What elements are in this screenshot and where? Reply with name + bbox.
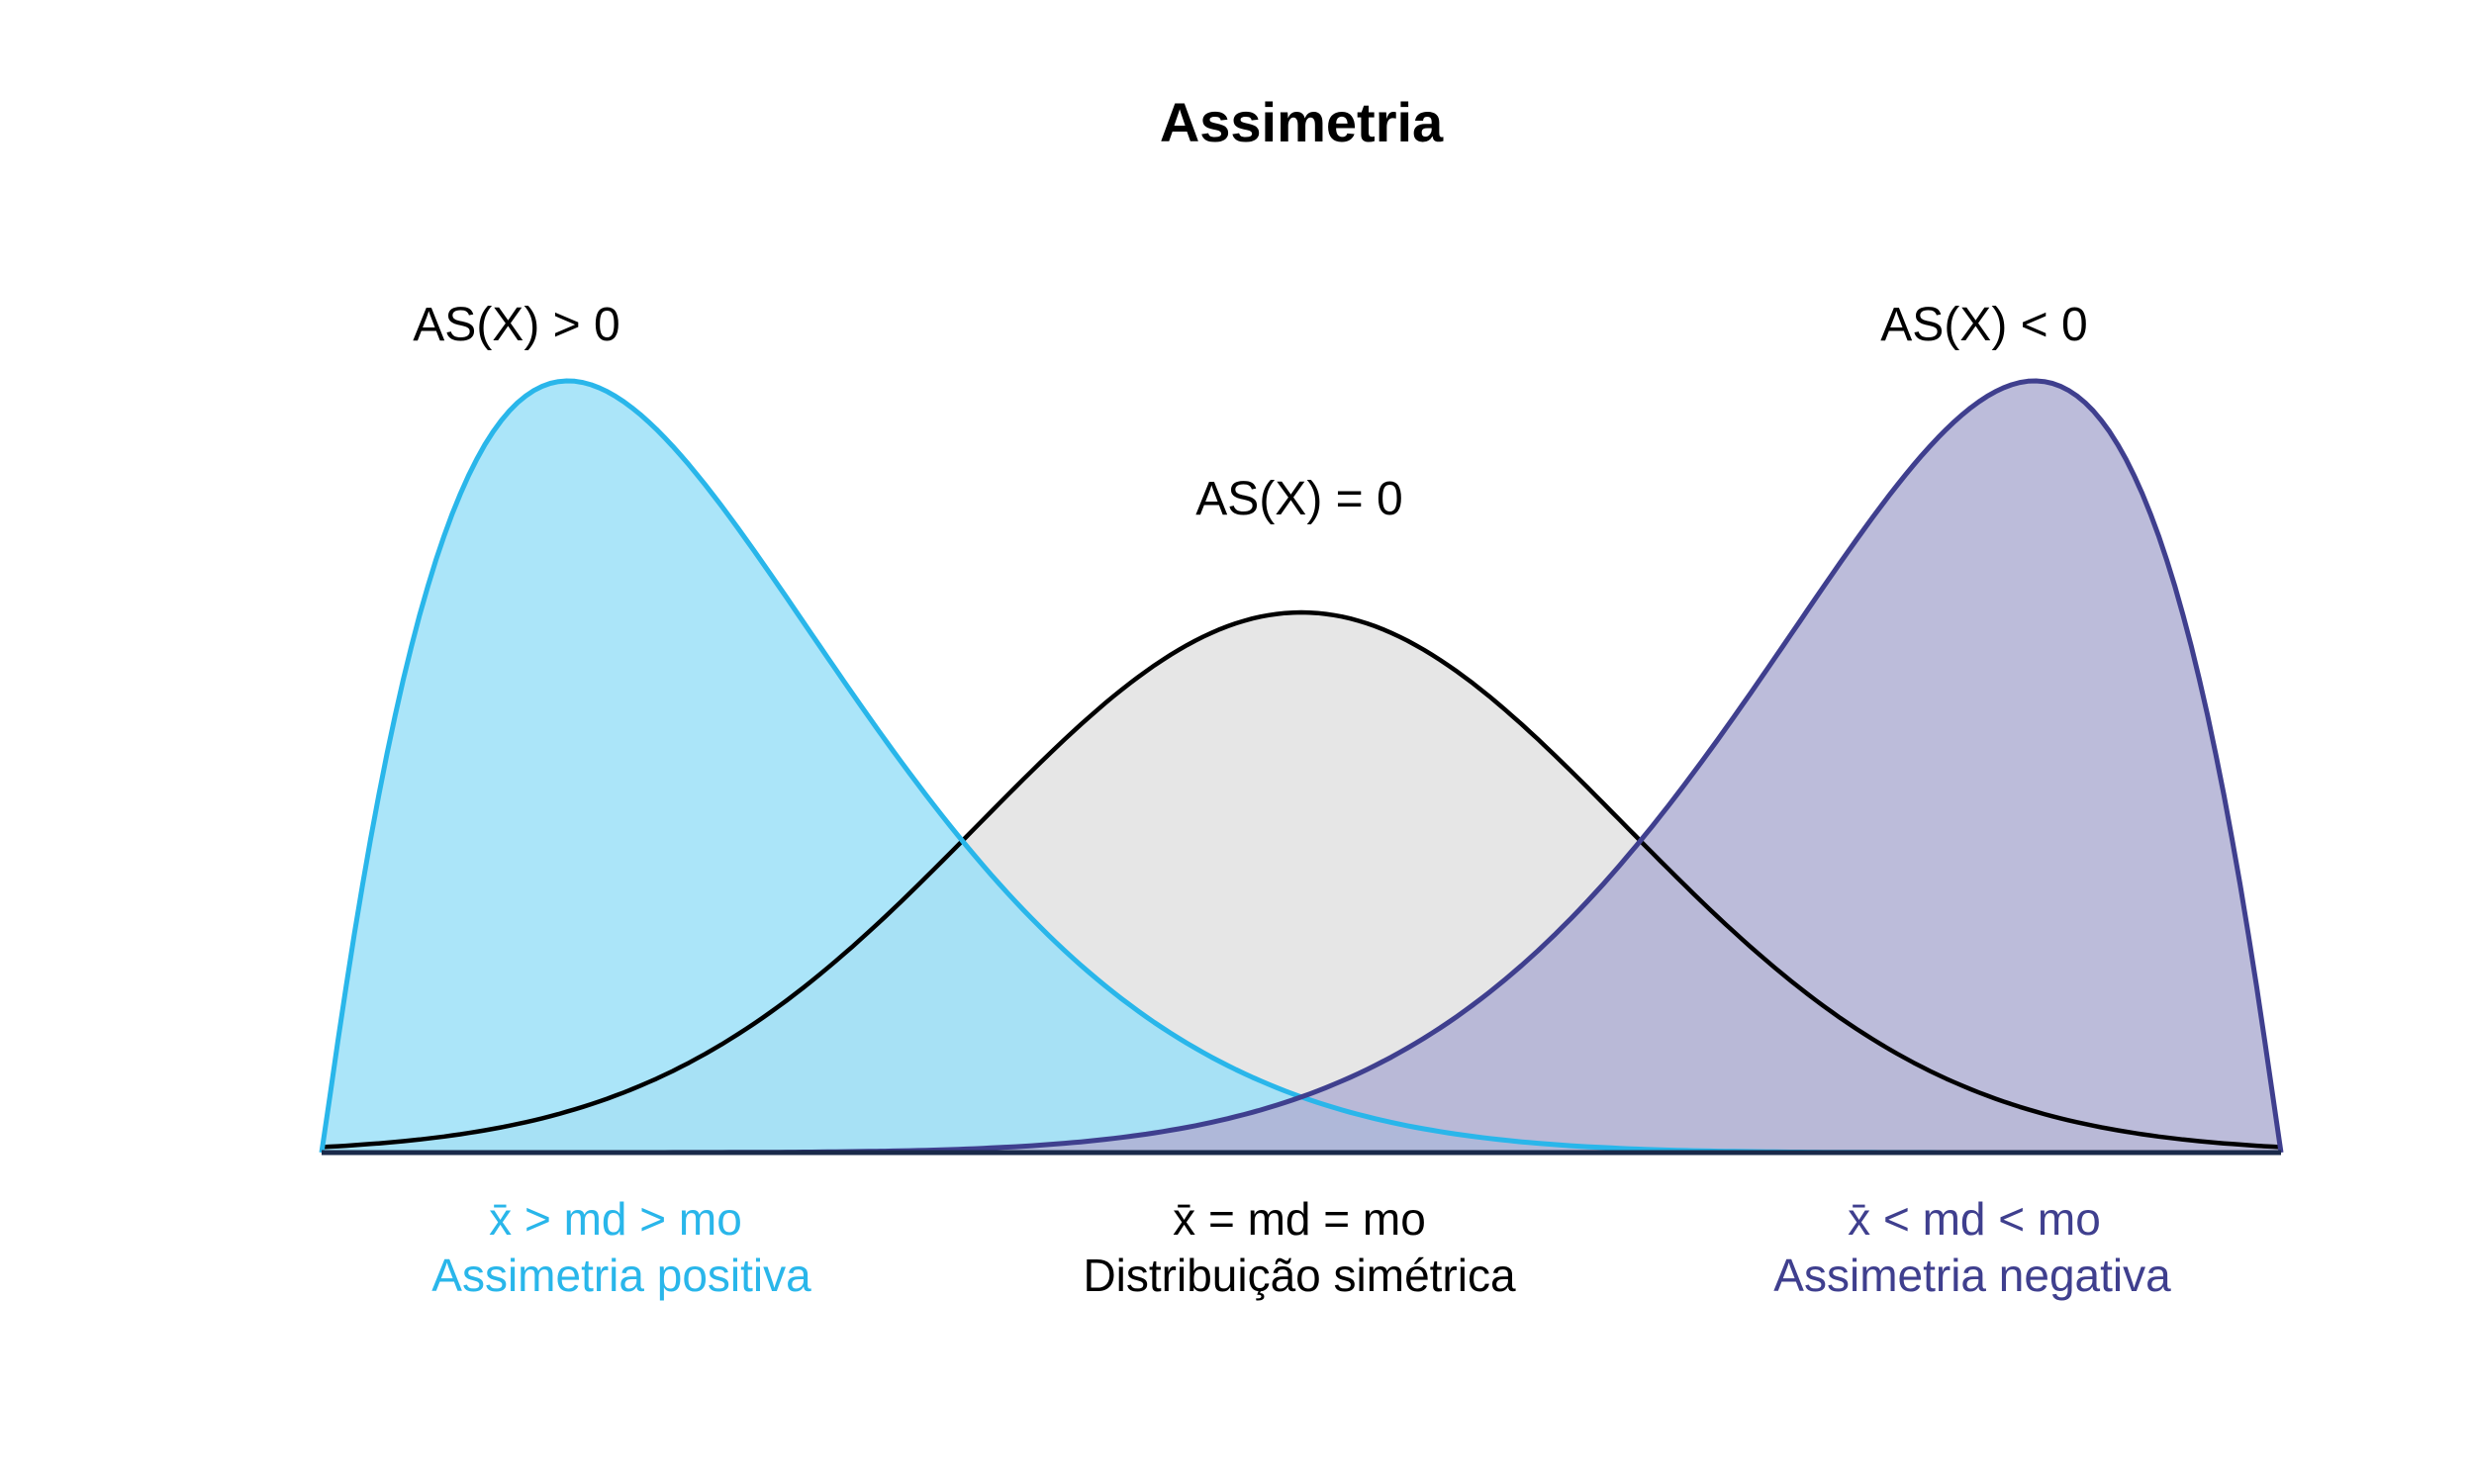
symmetric-distribution-curve xyxy=(321,609,2282,1150)
distribution-curves xyxy=(319,378,2284,1156)
formula-label-negative: AS(X) < 0 xyxy=(1880,299,2087,351)
positive-skew-distribution-area xyxy=(322,381,2281,1153)
caption-symmetric: Distribuição simétrica xyxy=(1083,1250,1516,1301)
formula-label-symmetric: AS(X) = 0 xyxy=(1195,473,1402,525)
relation-positive: x̄ > md > mo xyxy=(489,1193,742,1245)
negative-skew-distribution-area xyxy=(322,381,2281,1153)
caption-positive: Assimetria positiva xyxy=(431,1250,811,1301)
relation-symmetric: x̄ = md = mo xyxy=(1173,1193,1426,1245)
caption-negative: Assimetria negativa xyxy=(1773,1250,2171,1301)
relation-negative: x̄ < md < mo xyxy=(1848,1193,2101,1245)
formula-label-positive: AS(X) > 0 xyxy=(413,299,619,351)
figure-title: Assimetria xyxy=(1160,91,1444,153)
